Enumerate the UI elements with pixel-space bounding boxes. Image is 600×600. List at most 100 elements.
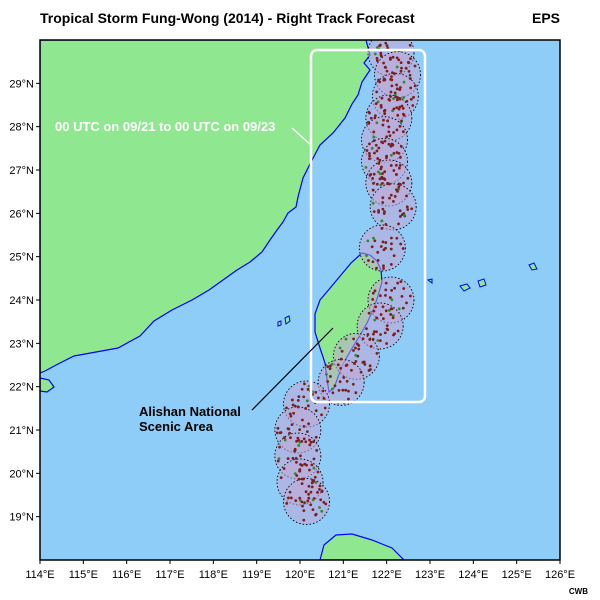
ensemble-member-dot [379, 313, 383, 316]
ensemble-member-dot [391, 35, 394, 38]
ensemble-member-dot [395, 236, 399, 240]
longitude-axis: 114°E 115°E 116°E 117°E 118°E 119°E 120°E 121°E… [25, 560, 575, 581]
ensemble-member-dot [352, 337, 356, 341]
ensemble-member-dot [412, 95, 415, 99]
ensemble-member-dot [347, 397, 350, 401]
ensemble-member-dot [344, 364, 348, 367]
ensemble-member-dot [392, 107, 396, 111]
ensemble-member-dot [361, 360, 365, 364]
ensemble-member-dot [396, 96, 400, 100]
ensemble-member-dot [366, 120, 370, 124]
ensemble-member-dot [381, 201, 385, 204]
land-hainan [40, 377, 55, 393]
ensemble-member-dot [383, 170, 387, 174]
ensemble-member-dot [376, 250, 380, 254]
ensemble-member-dot [402, 96, 405, 99]
ensemble-member-dot [373, 318, 377, 322]
ensemble-member-dot [394, 163, 398, 167]
ensemble-member-dot [298, 498, 302, 502]
ensemble-member-dot [291, 456, 295, 460]
ensemble-member-dot [307, 384, 311, 388]
ensemble-member-dot [396, 113, 400, 117]
ensemble-member-dot [375, 351, 379, 355]
ensemble-member-dot [399, 69, 403, 73]
ensemble-member-dot [380, 219, 384, 223]
time-window-leader [291, 127, 313, 147]
ensemble-member-dot [309, 490, 313, 494]
ensemble-member-dot [384, 41, 388, 45]
ensemble-member-dot [331, 391, 335, 395]
ensemble-member-dot [350, 368, 353, 372]
ensemble-member-dot [314, 513, 317, 517]
ensemble-member-dot [393, 286, 396, 290]
ensemble-member-dot [385, 69, 389, 73]
lon-tick-label: 118°E [199, 569, 228, 581]
ensemble-member-dot [289, 436, 292, 440]
ensemble-member-dot [318, 487, 321, 491]
ensemble-member-dot [338, 380, 342, 384]
ensemble-member-dot [339, 357, 343, 361]
ensemble-member-dot [372, 139, 376, 143]
ensemble-member-dot [367, 110, 371, 114]
ensemble-member-dot [384, 281, 388, 285]
ensemble-member-dot [383, 139, 387, 143]
ensemble-member-dot [392, 169, 396, 172]
ensemble-member-dot [398, 97, 402, 101]
ensemble-member-dot [324, 372, 328, 376]
ensemble-member-dot [372, 181, 375, 185]
ensemble-member-dot [397, 307, 401, 311]
ensemble-member-dot [365, 254, 368, 258]
island-small-1 [277, 320, 282, 327]
ensemble-member-dot [316, 490, 319, 494]
ensemble-member-dot [359, 370, 363, 374]
ensemble-member-dot [303, 382, 306, 386]
ensemble-member-dot [402, 80, 406, 84]
ensemble-member-dot [288, 490, 292, 494]
ensemble-member-dot [276, 459, 280, 463]
ensemble-member-dot [304, 407, 308, 410]
ensemble-member-dot [398, 164, 402, 167]
ensemble-member-dot [399, 280, 403, 284]
alishan-label-line2: Scenic Area [139, 419, 214, 434]
ensemble-member-dot [381, 207, 385, 211]
ensemble-member-dot [298, 469, 302, 473]
ensemble-member-dot [389, 193, 393, 197]
ensemble-member-dot [390, 78, 394, 82]
ensemble-member-dot [383, 112, 387, 115]
lon-tick-label: 119°E [242, 569, 271, 581]
forecast-circle [369, 183, 417, 231]
ensemble-member-dot [279, 431, 283, 434]
ensemble-member-dot [376, 100, 380, 104]
ensemble-member-dot [398, 88, 402, 92]
lat-tick-label: 27°N [9, 165, 34, 177]
ensemble-member-dot [379, 105, 383, 109]
ensemble-member-dot [375, 330, 378, 334]
ensemble-member-dot [306, 387, 310, 391]
ensemble-member-dot [394, 95, 398, 99]
ensemble-member-dot [377, 210, 380, 214]
ensemble-member-dot [312, 440, 316, 444]
ensemble-member-dot [333, 384, 337, 388]
ensemble-member-dot [372, 236, 375, 240]
ensemble-member-dot [331, 387, 334, 391]
ensemble-member-dot [300, 477, 304, 481]
ensemble-member-dot [336, 363, 340, 367]
ensemble-member-dot [368, 142, 371, 146]
ensemble-member-dot [413, 64, 417, 68]
ensemble-member-dot [357, 347, 361, 351]
ensemble-member-dot [389, 90, 393, 94]
ensemble-member-dot [387, 125, 391, 129]
lon-tick-label: 121°E [328, 569, 358, 581]
ensemble-member-dot [318, 484, 322, 488]
ensemble-member-dot [316, 396, 320, 400]
ensemble-member-dot [306, 404, 310, 408]
ensemble-member-dot [391, 316, 395, 320]
ensemble-member-dot [375, 90, 379, 94]
ensemble-member-dot [304, 490, 308, 494]
lon-tick-label: 126°E [545, 569, 575, 581]
ensemble-member-dot [397, 166, 401, 170]
ensemble-member-dot [352, 362, 356, 365]
ensemble-member-dot [393, 91, 397, 95]
ensemble-member-dot [372, 332, 375, 336]
ensemble-member-dot [377, 162, 381, 165]
